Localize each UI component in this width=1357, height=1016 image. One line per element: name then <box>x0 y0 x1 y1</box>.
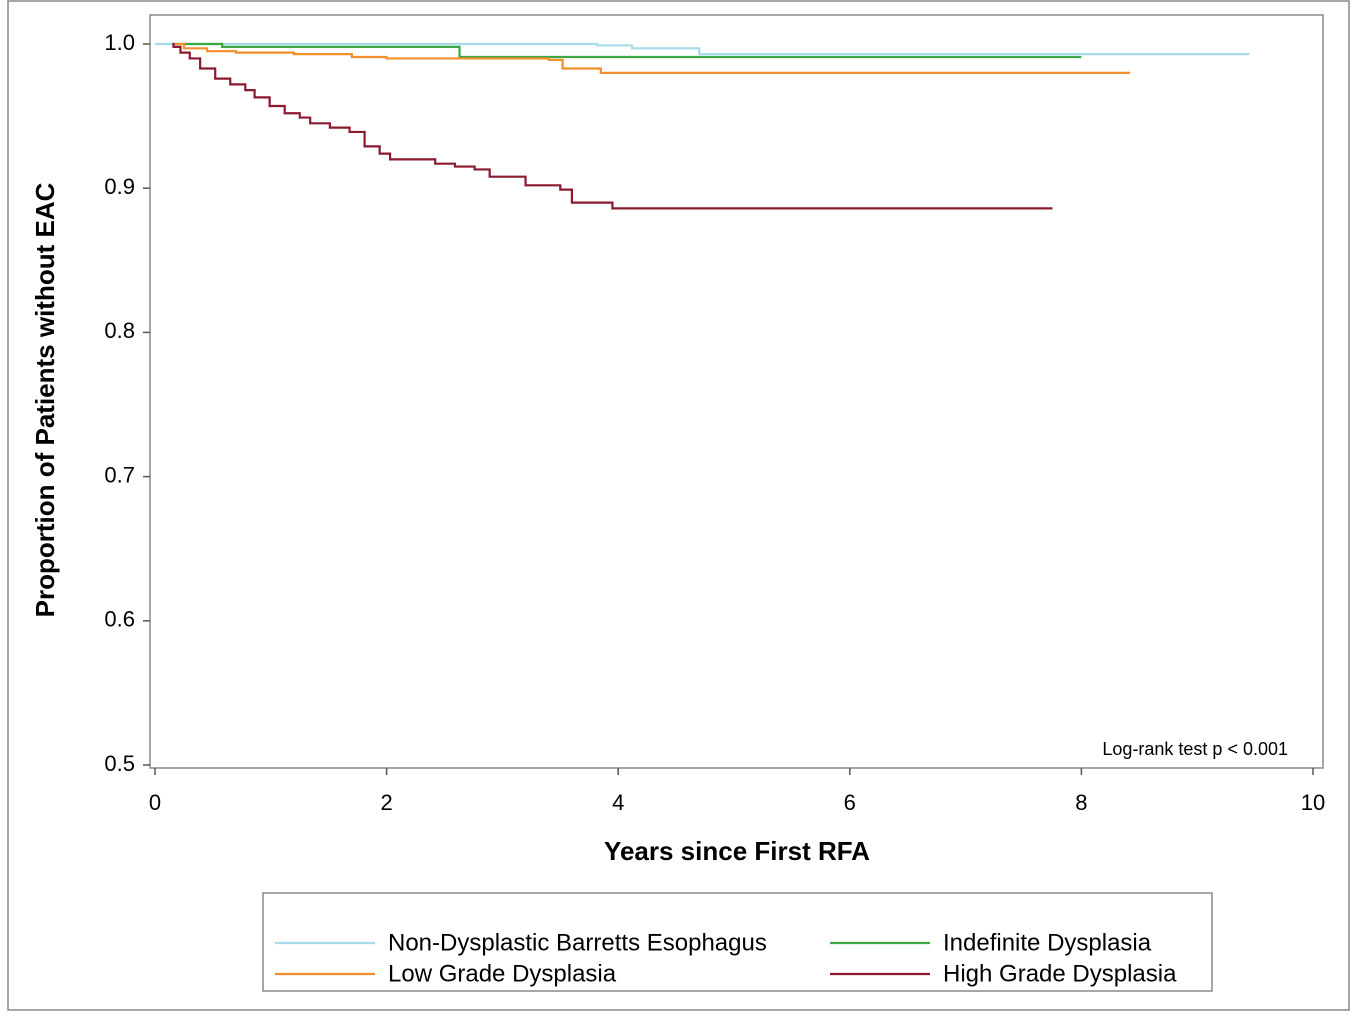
annotation: Log-rank test p < 0.001 <box>1102 739 1288 759</box>
legend-label: Low Grade Dysplasia <box>388 960 617 987</box>
x-axis-label: Years since First RFA <box>604 836 870 866</box>
legend-label: Indefinite Dysplasia <box>943 929 1152 956</box>
outer-frame <box>7 0 1350 1011</box>
y-axis-label: Proportion of Patients without EAC <box>30 182 60 617</box>
y-tick-label: 0.9 <box>104 174 135 199</box>
survival-line <box>155 42 1250 56</box>
x-tick-label: 10 <box>1301 790 1325 815</box>
survival-line <box>172 42 1131 74</box>
legend-label: Non-Dysplastic Barretts Esophagus <box>388 929 767 956</box>
plot-frame <box>149 14 1324 769</box>
legend-label: High Grade Dysplasia <box>943 960 1177 987</box>
y-tick-label: 0.5 <box>104 751 135 776</box>
y-tick-label: 0.8 <box>104 318 135 343</box>
x-tick-label: 8 <box>1075 790 1087 815</box>
x-tick-label: 6 <box>844 790 856 815</box>
x-tick-label: 2 <box>380 790 392 815</box>
x-tick-label: 4 <box>612 790 624 815</box>
x-tick-label: 0 <box>149 790 161 815</box>
y-tick-label: 1.0 <box>104 30 135 55</box>
y-tick-label: 0.7 <box>104 462 135 487</box>
legend-box <box>262 892 1213 992</box>
survival-line <box>172 42 1053 210</box>
y-tick-label: 0.6 <box>104 607 135 632</box>
survival-line <box>172 42 1082 59</box>
